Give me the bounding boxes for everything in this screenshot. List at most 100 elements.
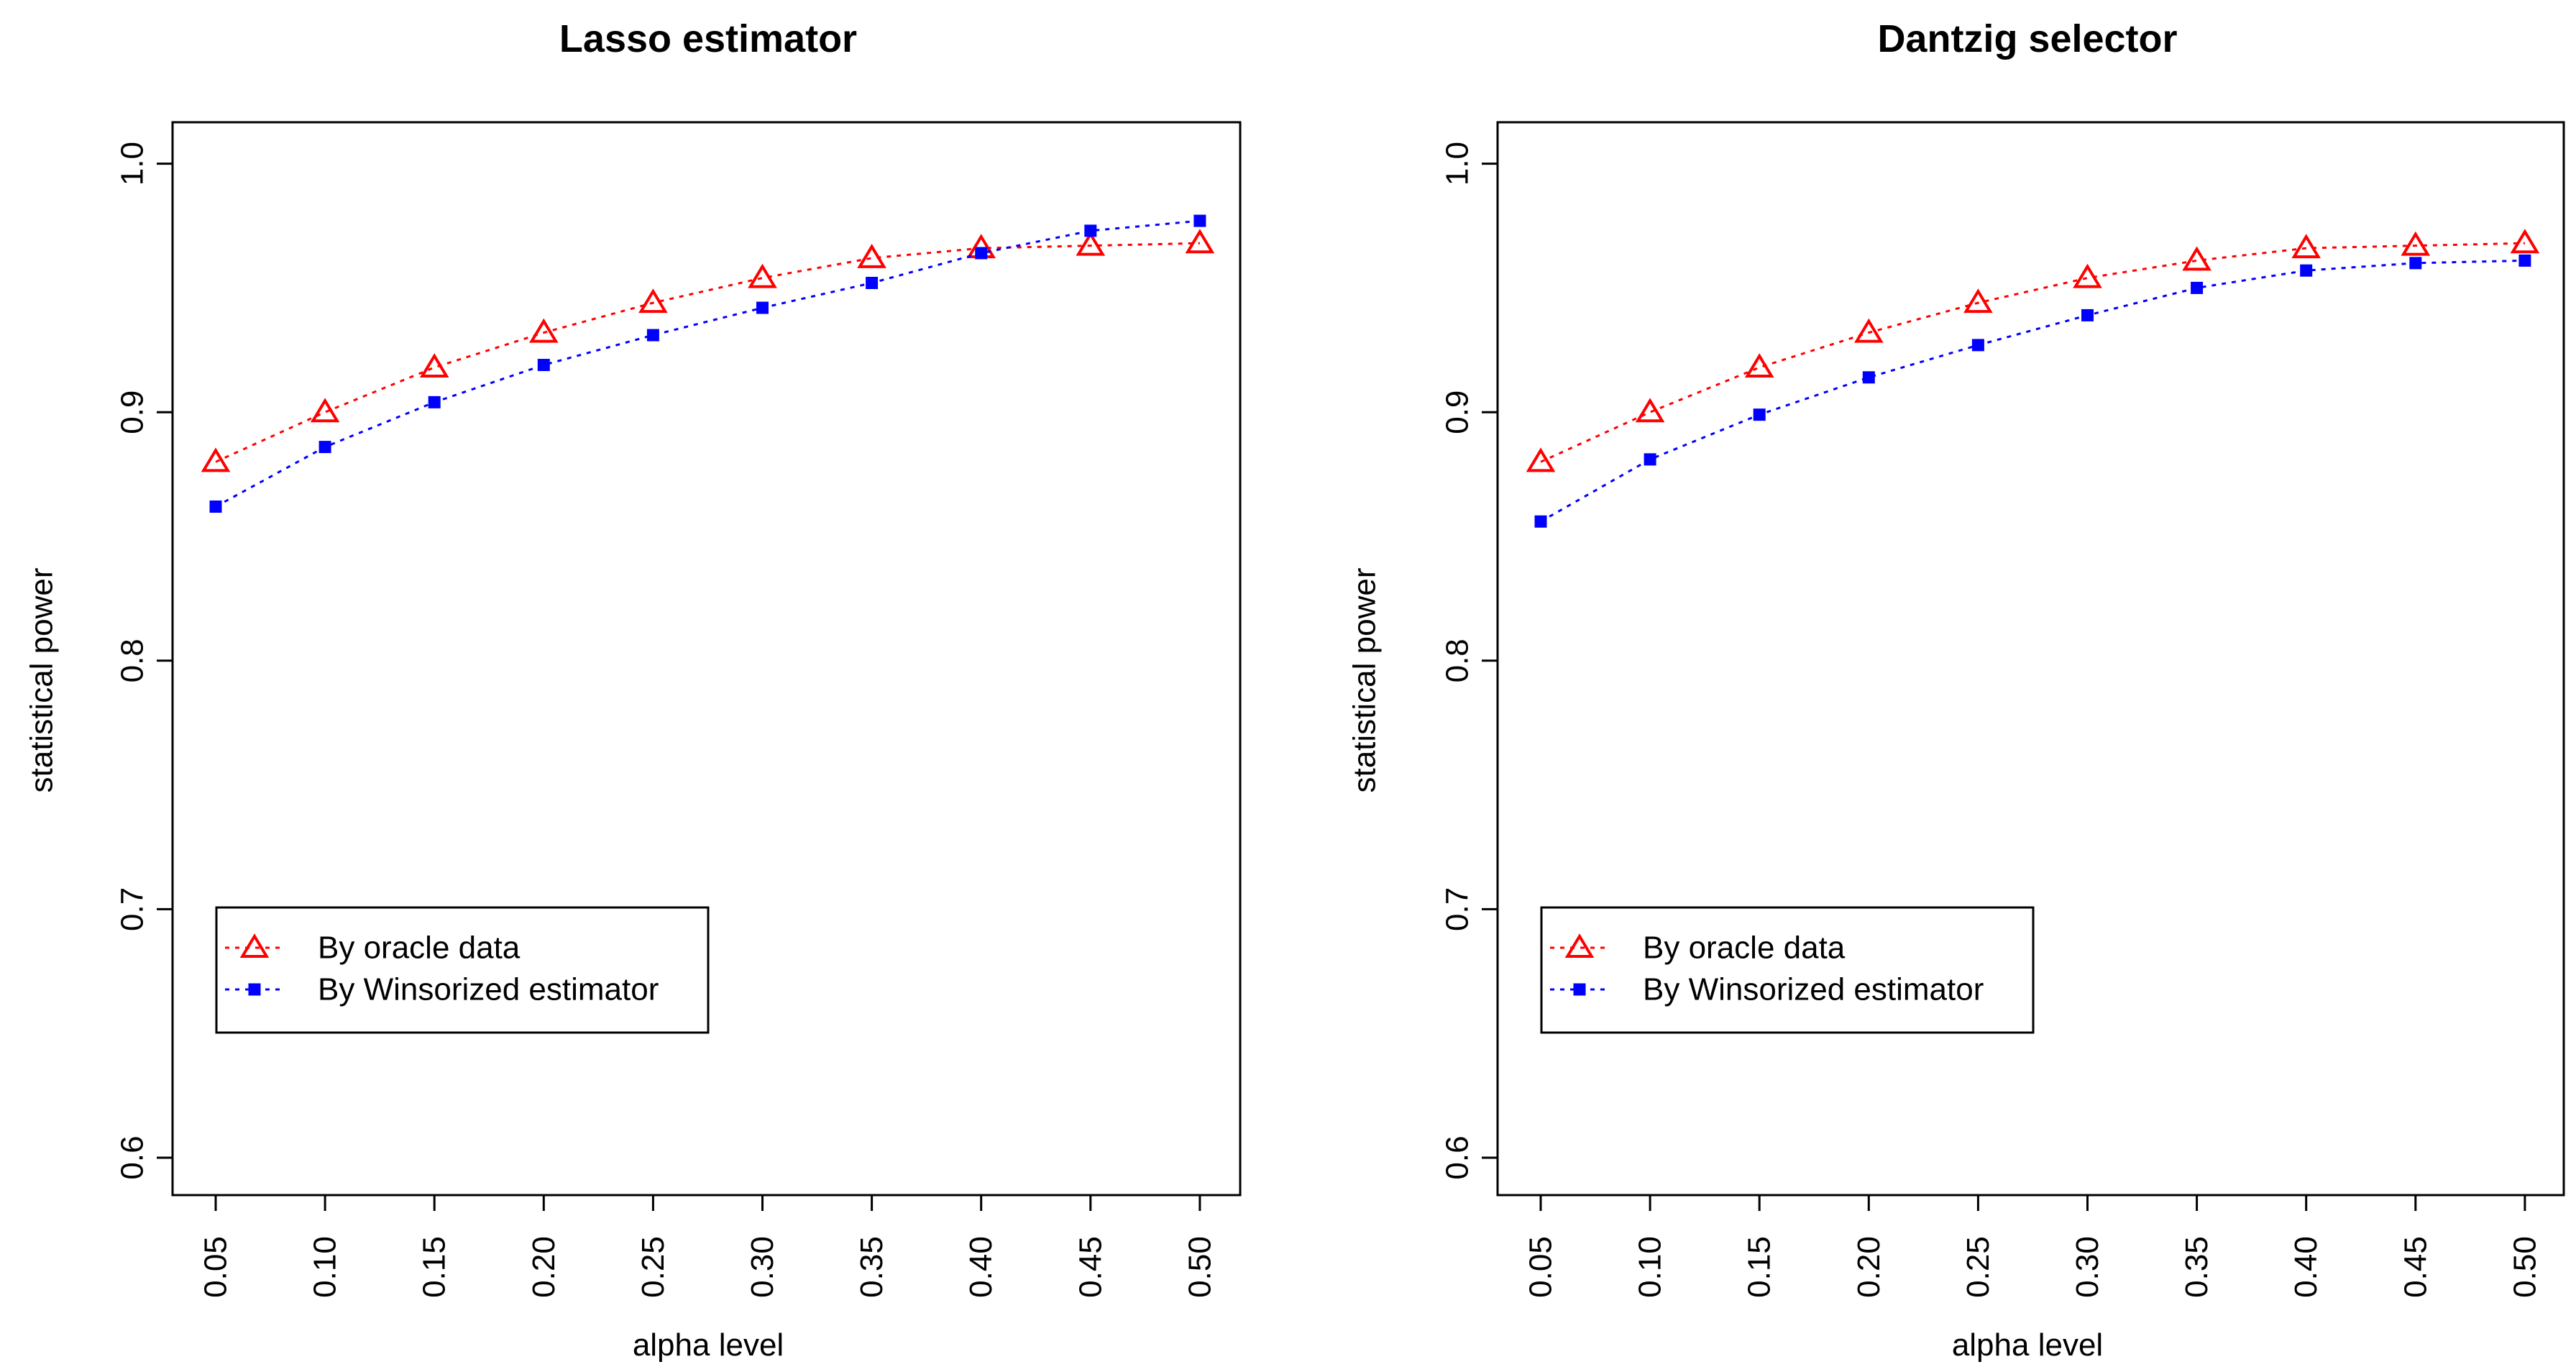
x-tick-label: 0.45 [2398,1236,2433,1298]
data-point-triangle [2073,263,2102,288]
y-tick-label: 0.7 [1440,887,1475,931]
legend-marker-square [248,983,261,996]
data-point-triangle [419,353,449,378]
data-point-triangle [638,288,668,314]
data-point-square [537,359,550,372]
data-point-triangle [528,318,559,343]
data-point-square [1971,339,1984,352]
x-tick-label: 0.05 [198,1236,234,1298]
data-point-triangle [201,447,231,472]
x-tick-label: 0.35 [854,1236,889,1298]
y-tick-label: 0.6 [1440,1135,1475,1179]
series-1 [201,229,1215,472]
series-1 [1526,229,2540,472]
x-tick-label: 0.15 [1742,1236,1777,1298]
data-point-triangle [1526,447,1556,472]
data-point-square [866,276,879,289]
data-point-square [1644,453,1656,466]
data-point-square [1862,371,1875,384]
data-point-square [646,329,659,342]
chart-panel-2: Dantzig selector 0.6 0.7 0.8 0.9 1.0 0.05 0.10 0… [1347,17,2565,1363]
x-tick-label: 0.35 [2179,1236,2214,1298]
data-point-square [1534,515,1547,528]
legend: By oracle data By Winsorized estimator [1540,906,2035,1034]
x-tick-label: 0.10 [308,1236,343,1298]
x-axis-label: alpha level [633,1327,784,1363]
series-line [1540,242,2525,463]
data-point-triangle [2401,231,2431,256]
x-tick-label: 0.05 [1523,1236,1559,1298]
x-tick-label: 0.20 [1851,1236,1887,1298]
data-point-triangle [748,263,777,288]
legend-label: By Winsorized estimator [1643,972,1984,1007]
data-point-square [2081,308,2094,321]
legend-marker-triangle [1564,933,1595,958]
y-tick-label: 0.9 [1440,390,1475,434]
x-tick-label: 0.30 [745,1236,780,1298]
chart-title: Dantzig selector [1877,17,2177,60]
y-tick-label: 0.8 [1440,639,1475,682]
series-line [1540,259,2525,523]
legend-marker-square [1573,983,1586,996]
data-point-triangle [1076,231,1106,256]
data-point-square [1753,408,1766,421]
series-2 [209,214,1206,513]
x-tick-label: 0.50 [2507,1236,2542,1298]
data-point-triangle [1963,288,1993,314]
x-axis-label: alpha level [1952,1327,2103,1363]
legend-label: By oracle data [318,930,521,966]
x-tick-label: 0.30 [2070,1236,2105,1298]
data-point-triangle [1744,353,1774,378]
plot-frame [1496,121,2565,1197]
x-tick-label: 0.20 [526,1236,562,1298]
chart-title: Lasso estimator [559,17,857,60]
data-point-square [2409,257,2422,270]
data-point-triangle [857,244,886,268]
y-tick-label: 0.8 [115,639,150,682]
data-point-square [2300,264,2313,277]
data-point-triangle [2291,234,2321,259]
y-tick-label: 1.0 [1440,142,1475,186]
legend: By oracle data By Winsorized estimator [215,906,710,1034]
x-tick-label: 0.15 [417,1236,452,1298]
series-line [215,242,1200,463]
data-point-triangle [310,398,340,423]
x-tick-label: 0.10 [1633,1236,1668,1298]
data-point-triangle [1853,318,1884,343]
legend-label: By Winsorized estimator [318,972,659,1007]
data-point-square [1193,214,1206,227]
data-point-triangle [1185,229,1215,254]
data-point-square [756,301,769,314]
x-tick-label: 0.40 [963,1236,999,1298]
y-axis-label: statistical power [24,567,60,792]
y-tick-label: 0.7 [115,887,150,931]
data-point-square [1084,224,1097,237]
data-point-triangle [1635,398,1665,423]
data-point-square [2518,254,2531,267]
data-point-square [428,395,441,408]
y-tick-label: 0.6 [115,1135,150,1179]
legend-marker-triangle [239,933,270,958]
x-tick-label: 0.25 [636,1236,671,1298]
y-axis-label: statistical power [1347,567,1383,792]
data-point-square [209,500,222,513]
x-tick-label: 0.45 [1073,1236,1108,1298]
series-line [215,219,1201,508]
plot-frame [171,121,1242,1197]
series-2 [1534,254,2531,528]
data-point-square [2191,281,2204,294]
legend-box [215,906,710,1034]
data-point-triangle [2182,246,2211,271]
chart-panel-1: Lasso estimator 0.6 0.7 0.8 0.9 1.0 0.05 0.10 0.… [24,17,1242,1363]
x-tick-label: 0.50 [1182,1236,1217,1298]
legend-box [1540,906,2035,1034]
y-tick-label: 1.0 [115,142,150,186]
y-tick-label: 0.9 [115,390,150,434]
data-point-square [318,441,331,454]
x-tick-label: 0.25 [1961,1236,1996,1298]
data-point-triangle [2510,229,2540,254]
data-point-square [975,247,988,260]
x-tick-label: 0.40 [2288,1236,2324,1298]
legend-label: By oracle data [1643,930,1846,966]
